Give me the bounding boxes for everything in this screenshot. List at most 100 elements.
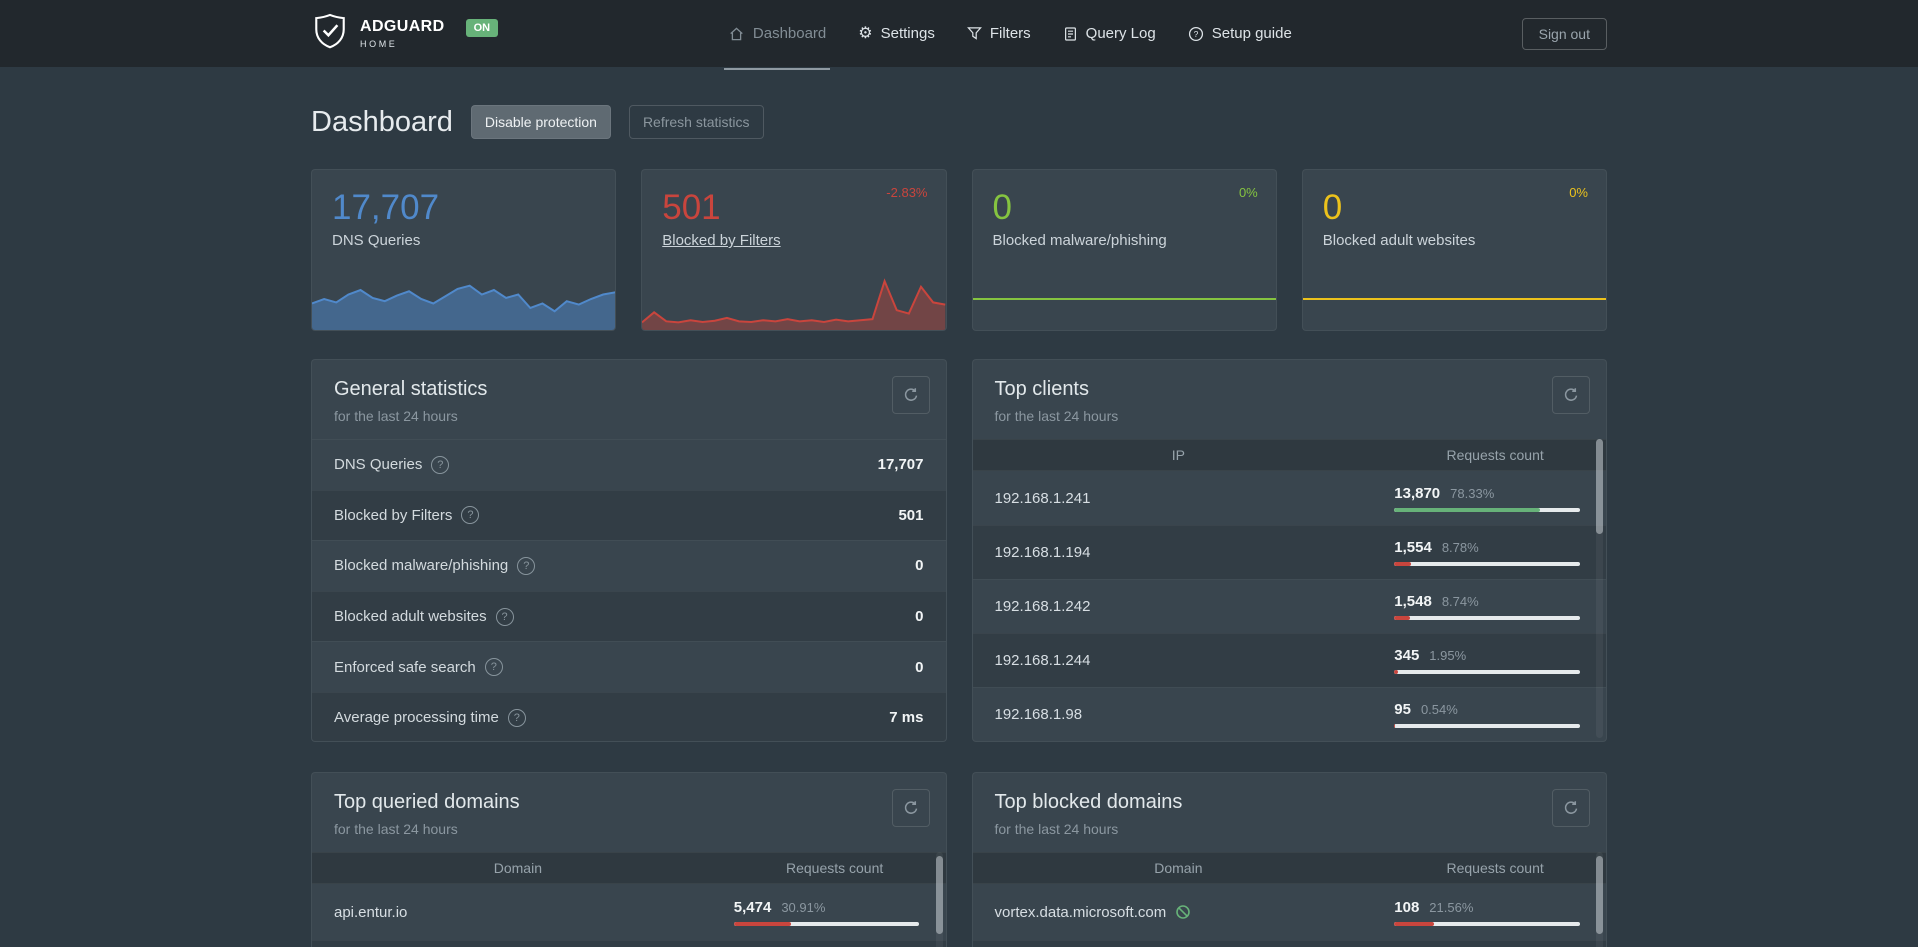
stat-label: DNS Queries	[334, 456, 423, 474]
requests-cell: 1,554 8.78%	[1384, 539, 1606, 566]
brand[interactable]: ADGUARD HOME ON	[311, 12, 499, 55]
disable-protection-button[interactable]: Disable protection	[470, 105, 611, 139]
brand-subtitle: HOME	[360, 39, 398, 49]
blocked-malware-value: 0	[992, 188, 1012, 227]
page-title: Dashboard	[311, 105, 453, 138]
funnel-icon	[966, 26, 982, 41]
scrollbar-thumb[interactable]	[935, 856, 943, 934]
request-percent: 21.56%	[1429, 899, 1474, 915]
request-count: 13,870	[1394, 484, 1441, 502]
table-row[interactable]: vortex.data.microsoft.com 108 21.56%	[973, 884, 1607, 940]
table-row[interactable]: 192.168.1.244 345 1.95%	[972, 633, 1606, 687]
stat-value: 0	[915, 608, 924, 626]
help-icon[interactable]: ?	[495, 607, 514, 626]
table-row[interactable]: 192.168.1.242 1,548 8.74%	[972, 579, 1606, 633]
request-count: 1,554	[1394, 539, 1432, 556]
card-title: Top queried domains	[334, 791, 520, 813]
sign-out-button[interactable]: Sign out	[1521, 17, 1607, 50]
scrollbar-thumb[interactable]	[1596, 439, 1603, 534]
card-subtitle: for the last 24 hours	[994, 408, 1119, 424]
stat-row: Blocked adult websites? 0	[312, 590, 946, 642]
top-clients-table: 192.168.1.241 13,870 78.33% 192.168.1.194…	[972, 471, 1607, 741]
table-row-partial	[312, 940, 946, 947]
brand-name: ADGUARD	[360, 18, 445, 35]
stat-cards: 17,707 DNS Queries -2.83% 501 Blocked by…	[311, 169, 1607, 331]
refresh-statistics-button[interactable]: Refresh statistics	[628, 105, 764, 139]
nav-filters[interactable]: Filters	[966, 0, 1031, 67]
request-count: 108	[1394, 898, 1420, 916]
nav-query-log[interactable]: Query Log	[1063, 0, 1156, 67]
column-header-requests[interactable]: Requests count	[1446, 447, 1544, 463]
home-icon	[728, 26, 745, 42]
table-row[interactable]: 192.168.1.241 13,870 78.33%	[973, 471, 1607, 525]
nav-label: Query Log	[1085, 25, 1156, 42]
nav-label: Settings	[880, 25, 935, 42]
refresh-button[interactable]	[891, 376, 930, 414]
scrollbar[interactable]	[1596, 852, 1603, 947]
help-icon[interactable]: ?	[507, 708, 526, 727]
blocked-filters-value: 501	[662, 188, 721, 227]
table-row-partial	[972, 940, 1606, 947]
stat-row: Enforced safe search? 0	[312, 641, 946, 692]
table-header: Domain Requests count	[312, 852, 946, 884]
stat-label: Blocked by Filters	[334, 506, 453, 524]
top-queried-domains-card: Top queried domains for the last 24 hour…	[311, 772, 947, 947]
dns-queries-card: 17,707 DNS Queries	[311, 169, 617, 331]
nav-setup-guide[interactable]: ? Setup guide	[1188, 0, 1292, 67]
refresh-button[interactable]	[1552, 789, 1590, 827]
client-ip: 192.168.1.241	[994, 489, 1091, 507]
stat-label: Blocked adult websites	[334, 608, 487, 626]
scrollbar[interactable]	[1596, 439, 1603, 738]
refresh-button[interactable]	[891, 789, 930, 827]
change-percent: 0%	[1238, 185, 1258, 200]
nav-settings[interactable]: ⚙ Settings	[858, 0, 935, 67]
scrollbar-thumb[interactable]	[1596, 856, 1603, 934]
table-row[interactable]: 192.168.1.98 95 0.54%	[972, 687, 1606, 741]
request-count: 5,474	[733, 898, 772, 916]
dns-queries-sparkline	[312, 268, 616, 330]
nav-label: Dashboard	[752, 25, 827, 42]
stat-value: 501	[898, 506, 924, 524]
table-row[interactable]: api.entur.io 5,474 30.91%	[312, 884, 946, 940]
nav-dashboard[interactable]: Dashboard	[723, 0, 831, 70]
requests-cell: 95 0.54%	[1384, 701, 1606, 728]
column-header-requests[interactable]: Requests count	[1446, 860, 1544, 876]
help-icon[interactable]: ?	[484, 658, 503, 677]
svg-text:?: ?	[1193, 29, 1198, 39]
help-icon[interactable]: ?	[517, 556, 536, 575]
scrollbar[interactable]	[935, 852, 943, 947]
progress-bar-fill	[1394, 724, 1396, 728]
column-header-domain[interactable]: Domain	[493, 860, 542, 876]
stat-row: Blocked malware/phishing? 0	[312, 540, 946, 591]
column-header-requests[interactable]: Requests count	[785, 860, 884, 876]
top-queried-table: api.entur.io 5,474 30.91%	[312, 884, 946, 947]
request-percent: 30.91%	[781, 899, 826, 915]
blocked-filters-card: -2.83% 501 Blocked by Filters	[641, 169, 947, 331]
help-icon[interactable]: ?	[431, 455, 450, 474]
table-row[interactable]: 192.168.1.194 1,554 8.78%	[972, 525, 1606, 579]
blocked-malware-card: 0% 0 Blocked malware/phishing	[971, 169, 1277, 331]
column-header-domain[interactable]: Domain	[1154, 860, 1203, 876]
column-header-ip[interactable]: IP	[1171, 447, 1185, 463]
refresh-button[interactable]	[1552, 376, 1590, 414]
table-header: Domain Requests count	[972, 852, 1606, 884]
card-subtitle: for the last 24 hours	[334, 408, 458, 424]
card-title: General statistics	[334, 378, 488, 400]
refresh-icon	[904, 388, 917, 401]
requests-cell: 13,870 78.33%	[1384, 485, 1606, 512]
refresh-icon	[1564, 801, 1578, 814]
progress-bar	[1394, 562, 1580, 566]
request-percent: 8.74%	[1441, 594, 1479, 609]
client-ip: 192.168.1.244	[994, 652, 1091, 669]
client-ip: 192.168.1.98	[994, 706, 1083, 723]
domain-name: api.entur.io	[334, 903, 408, 921]
requests-cell: 108 21.56%	[1384, 899, 1606, 926]
change-percent: 0%	[1569, 185, 1588, 200]
blocked-filters-link[interactable]: Blocked by Filters	[662, 232, 781, 249]
help-icon[interactable]: ?	[461, 506, 480, 525]
request-count: 95	[1394, 701, 1411, 718]
page-header: Dashboard Disable protection Refresh sta…	[311, 105, 1607, 139]
stat-row: DNS Queries? 17,707	[312, 439, 946, 490]
journal-icon	[1063, 26, 1078, 42]
